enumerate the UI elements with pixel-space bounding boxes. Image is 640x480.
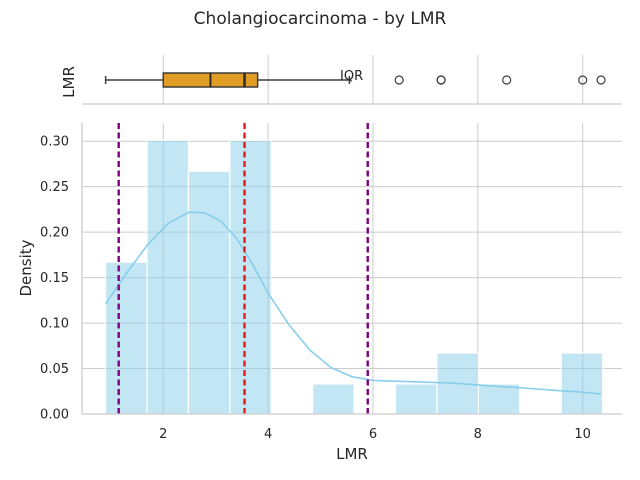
y-tick-label: 0.05: [40, 362, 69, 377]
reference-lines: [117, 123, 369, 414]
histogram-bar: [560, 352, 604, 415]
boxplot-grid: [162, 55, 584, 104]
y-tick-label: 0.20: [40, 226, 69, 241]
x-axis-label: LMR: [336, 445, 368, 463]
y-tick-label: 0.25: [40, 180, 69, 195]
histogram-panel: 2 4 6 8 10 0.000.050.100.150.200.250.30 LMR …: [17, 123, 622, 463]
outlier-point: [578, 75, 588, 85]
x-tick-label: 8: [474, 427, 482, 442]
x-tick-label: 6: [369, 427, 377, 442]
y-axis-label: Density: [17, 239, 35, 296]
chart-title: Cholangiocarcinoma - by LMR: [194, 9, 447, 29]
outlier-point: [596, 75, 606, 85]
histogram-bar: [229, 139, 272, 415]
outlier-point: [436, 75, 446, 85]
histogram-bar: [187, 170, 231, 415]
histogram-bars: [104, 139, 604, 415]
histogram-bar: [394, 383, 438, 415]
histogram-bar: [104, 261, 148, 415]
x-tick-label: 2: [159, 427, 167, 442]
y-tick-label: 0.00: [40, 408, 69, 423]
kde-curve: [104, 211, 602, 395]
boxplot-marks: [104, 72, 606, 88]
x-tick-label: 4: [264, 427, 272, 442]
kde-layer: [104, 211, 602, 395]
histogram-bar: [312, 383, 355, 415]
outlier-point: [502, 75, 512, 85]
boxplot-ylabel: LMR: [60, 66, 78, 98]
iqr-annotation: IQR: [340, 69, 363, 84]
x-tick-labels: 2 4 6 8 10: [159, 427, 591, 442]
y-tick-label: 0.10: [40, 317, 69, 332]
boxplot-panel: LMR IQR: [60, 55, 622, 105]
y-tick-labels: 0.00 0.05 0.10 0.15 0.20 0.25 0.30: [40, 135, 69, 423]
x-tick-label: 10: [574, 427, 591, 442]
outlier-point: [394, 75, 404, 85]
y-tick-label: 0.15: [40, 271, 69, 286]
histogram-bar: [477, 383, 521, 415]
y-tick-label: 0.30: [40, 135, 69, 150]
histogram-bar: [146, 139, 190, 415]
